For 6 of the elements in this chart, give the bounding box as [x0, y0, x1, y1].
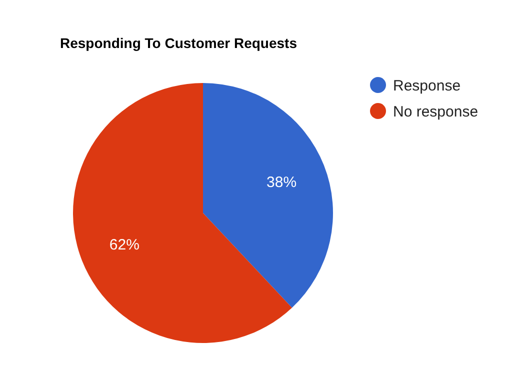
legend-label: Response [393, 77, 461, 94]
legend-label: No response [393, 103, 478, 120]
pie-slice [203, 83, 333, 308]
data-label: 38% [266, 174, 297, 192]
data-label: 62% [109, 236, 140, 254]
chart-title: Responding To Customer Requests [60, 35, 298, 51]
